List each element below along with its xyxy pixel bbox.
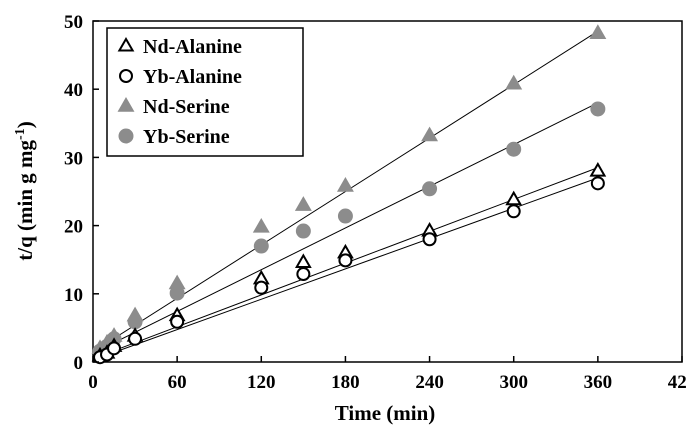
point-yb-alanine [170,314,185,329]
legend-marker-nd-serine [117,96,135,112]
point-nd-alanine [589,162,607,177]
x-tick-label: 120 [247,372,276,393]
x-tick-label: 240 [415,372,444,393]
point-nd-serine [505,74,523,90]
x-tick-label: 180 [331,372,360,393]
y-tick-label: 50 [64,12,83,33]
point-yb-serine [127,314,143,330]
point-nd-serine [252,217,270,233]
point-nd-serine [421,126,439,142]
y-tick-label: 0 [74,353,84,374]
x-tick-label: 420 [668,372,686,393]
x-tick-label: 60 [168,372,187,393]
point-yb-alanine [128,331,143,346]
y-tick-label: 10 [64,285,83,306]
x-tick-label: 0 [88,372,98,393]
y-axis: 0 10 20 30 40 50 [64,12,99,374]
y-tick-label: 20 [64,217,83,238]
y-tick-label: 40 [64,80,83,101]
legend-label-nd-serine: Nd-Serine [143,96,230,118]
point-yb-serine [337,208,353,224]
point-nd-alanine [294,253,312,268]
legend-box [106,27,304,157]
y-axis-title: t/q (min g mg-1) [13,121,37,260]
point-yb-serine [506,141,522,157]
x-axis-title: Time (min) [335,401,436,425]
point-yb-alanine [107,341,122,356]
legend-marker-nd-alanine [117,36,135,52]
point-yb-alanine [338,253,353,268]
point-nd-serine [336,177,354,192]
legend-marker-yb-serine [118,128,134,144]
point-yb-serine [295,223,311,239]
point-yb-serine [169,285,185,301]
data-markers [91,24,607,365]
legend-label-yb-serine: Yb-Serine [143,126,230,148]
point-yb-serine [253,238,269,254]
point-yb-alanine [254,280,269,295]
legend-label-nd-alanine: Nd-Alanine [143,36,242,58]
point-nd-serine [294,196,312,211]
x-tick-label: 360 [584,372,613,393]
point-yb-serine [422,181,438,197]
point-nd-serine [589,24,607,39]
legend-marker-yb-alanine [119,69,133,83]
point-yb-alanine [296,267,311,282]
point-yb-alanine [422,232,437,247]
x-axis: 0 60 120 180 240 300 360 420 [88,356,686,393]
point-yb-alanine [590,176,605,191]
legend-label-yb-alanine: Yb-Alanine [143,66,242,88]
legend: Nd-Alanine Yb-Alanine Nd-Serine Yb-Serine [106,27,304,157]
point-yb-alanine [506,204,521,219]
x-tick-label: 300 [499,372,528,393]
point-nd-alanine [505,190,523,206]
point-yb-serine [590,101,606,117]
y-tick-label: 30 [64,148,83,169]
